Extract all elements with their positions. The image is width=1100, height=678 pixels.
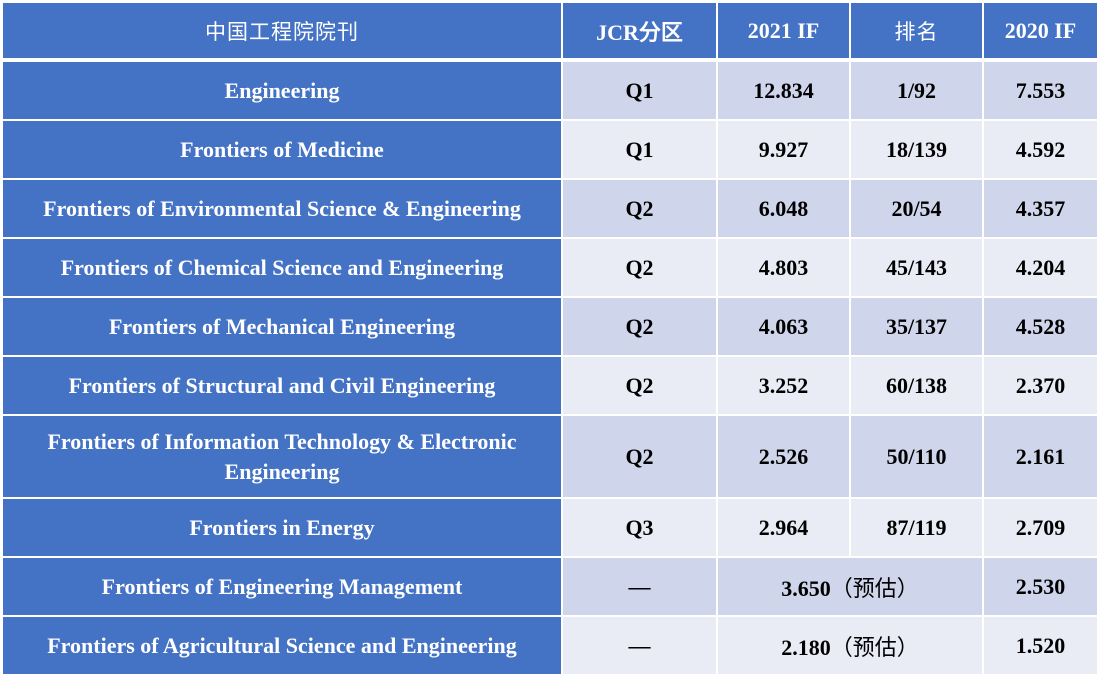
rank: 1/92	[851, 62, 984, 121]
if-2020: 4.204	[984, 239, 1097, 298]
table-row: Frontiers of Information Technology & El…	[3, 416, 1097, 499]
if-2020: 2.709	[984, 499, 1097, 558]
if-2020: 4.357	[984, 180, 1097, 239]
if-2020: 2.530	[984, 558, 1097, 617]
journal-name: Frontiers of Chemical Science and Engine…	[3, 239, 563, 298]
jcr-quartile: Q2	[563, 180, 718, 239]
jcr-quartile: Q2	[563, 357, 718, 416]
table-row: Frontiers of Engineering Management — 3.…	[3, 558, 1097, 617]
journal-name: Frontiers of Mechanical Engineering	[3, 298, 563, 357]
rank: 87/119	[851, 499, 984, 558]
if-2021-estimate: 2.180（预估）	[718, 617, 984, 676]
if-2021: 9.927	[718, 121, 851, 180]
if-2021: 3.252	[718, 357, 851, 416]
header-if2020: 2020 IF	[984, 3, 1097, 62]
if-2020: 1.520	[984, 617, 1097, 676]
if-2021: 4.803	[718, 239, 851, 298]
header-journal: 中国工程院院刊	[3, 3, 563, 62]
jcr-quartile: Q1	[563, 62, 718, 121]
if-2021: 2.964	[718, 499, 851, 558]
jcr-quartile: —	[563, 617, 718, 676]
impact-factor-table: 中国工程院院刊 JCR分区 2021 IF 排名 2020 IF Enginee…	[3, 3, 1097, 676]
journal-name: Frontiers of Agricultural Science and En…	[3, 617, 563, 676]
if-2020: 4.592	[984, 121, 1097, 180]
journal-name: Frontiers of Information Technology & El…	[3, 416, 563, 499]
rank: 60/138	[851, 357, 984, 416]
header-row: 中国工程院院刊 JCR分区 2021 IF 排名 2020 IF	[3, 3, 1097, 62]
if-2020: 7.553	[984, 62, 1097, 121]
if-2021-estimate: 3.650（预估）	[718, 558, 984, 617]
estimate-note: （预估）	[830, 635, 919, 661]
if-2020: 2.161	[984, 416, 1097, 499]
journal-name: Engineering	[3, 62, 563, 121]
table-row: Frontiers in Energy Q3 2.964 87/119 2.70…	[3, 499, 1097, 558]
jcr-quartile: —	[563, 558, 718, 617]
if-2020: 4.528	[984, 298, 1097, 357]
journal-name: Frontiers of Environmental Science & Eng…	[3, 180, 563, 239]
estimate-note: （预估）	[830, 576, 919, 602]
if-2021: 6.048	[718, 180, 851, 239]
header-rank: 排名	[851, 3, 984, 62]
rank: 18/139	[851, 121, 984, 180]
if-2021: 4.063	[718, 298, 851, 357]
table-row: Frontiers of Structural and Civil Engine…	[3, 357, 1097, 416]
journal-name: Frontiers of Structural and Civil Engine…	[3, 357, 563, 416]
rank: 20/54	[851, 180, 984, 239]
journal-name: Frontiers of Engineering Management	[3, 558, 563, 617]
table-row: Engineering Q1 12.834 1/92 7.553	[3, 62, 1097, 121]
journal-name: Frontiers of Medicine	[3, 121, 563, 180]
table-row: Frontiers of Agricultural Science and En…	[3, 617, 1097, 676]
jcr-quartile: Q1	[563, 121, 718, 180]
header-jcr: JCR分区	[563, 3, 718, 62]
table-row: Frontiers of Mechanical Engineering Q2 4…	[3, 298, 1097, 357]
header-if2021: 2021 IF	[718, 3, 851, 62]
if-2021: 2.526	[718, 416, 851, 499]
if-2020: 2.370	[984, 357, 1097, 416]
if-2021: 12.834	[718, 62, 851, 121]
table-row: Frontiers of Medicine Q1 9.927 18/139 4.…	[3, 121, 1097, 180]
jcr-quartile: Q2	[563, 298, 718, 357]
jcr-quartile: Q2	[563, 416, 718, 499]
rank: 45/143	[851, 239, 984, 298]
jcr-quartile: Q3	[563, 499, 718, 558]
rank: 50/110	[851, 416, 984, 499]
journal-name: Frontiers in Energy	[3, 499, 563, 558]
estimate-value: 3.650	[781, 575, 831, 601]
rank: 35/137	[851, 298, 984, 357]
jcr-quartile: Q2	[563, 239, 718, 298]
estimate-value: 2.180	[781, 634, 831, 660]
table-row: Frontiers of Environmental Science & Eng…	[3, 180, 1097, 239]
table-row: Frontiers of Chemical Science and Engine…	[3, 239, 1097, 298]
